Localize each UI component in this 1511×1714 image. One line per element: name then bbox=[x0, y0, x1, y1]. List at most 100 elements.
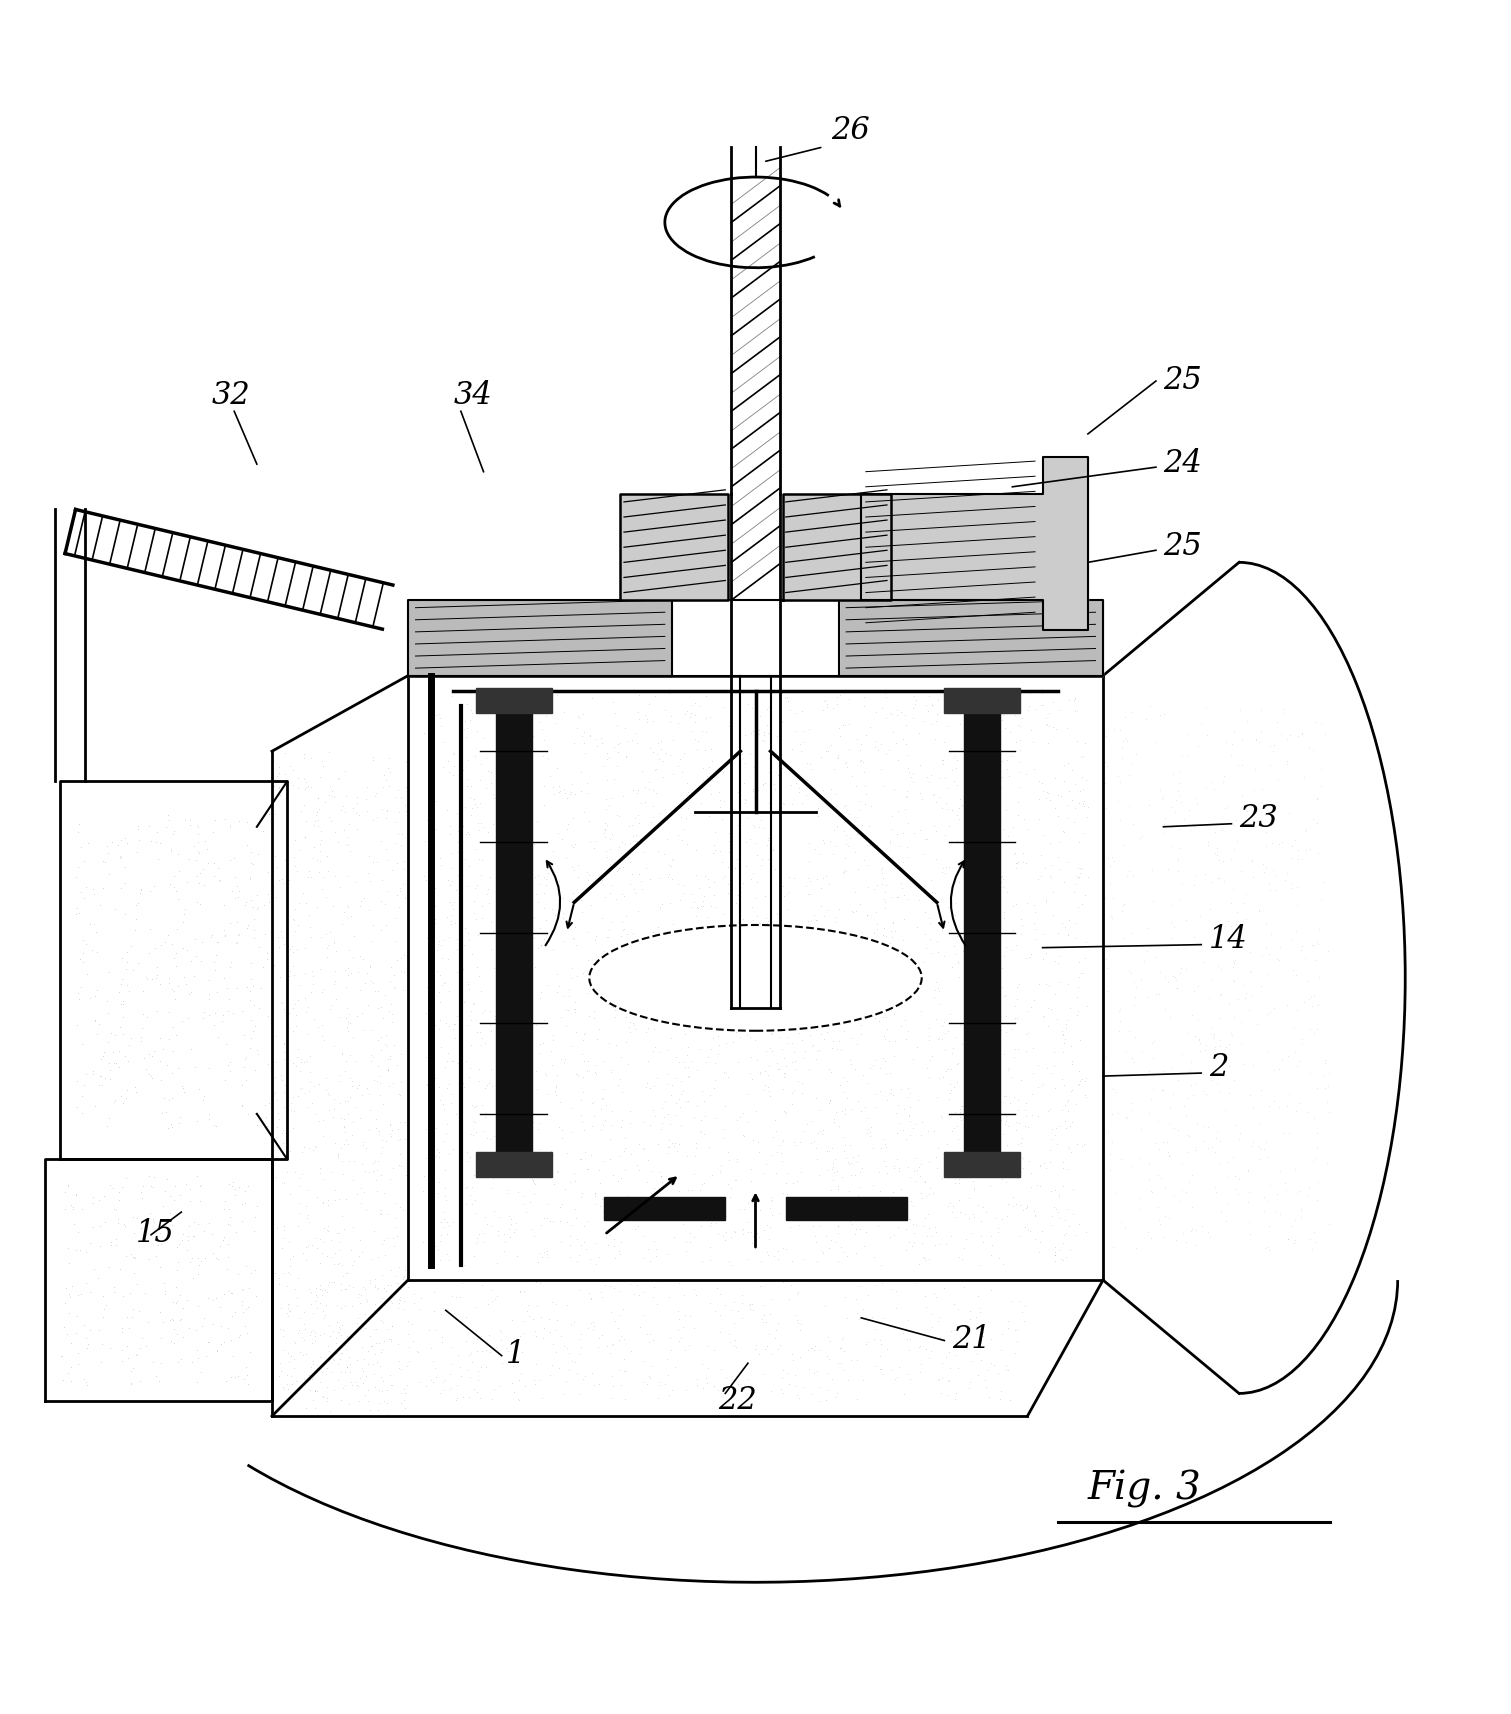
Point bbox=[601, 1330, 626, 1357]
Point bbox=[1005, 974, 1029, 1001]
Point bbox=[904, 691, 928, 718]
Point bbox=[879, 924, 904, 951]
Point bbox=[70, 1100, 94, 1128]
Point bbox=[1115, 727, 1139, 754]
Point bbox=[910, 1351, 934, 1378]
Point bbox=[184, 1162, 209, 1190]
Point bbox=[270, 1169, 295, 1196]
Point bbox=[672, 1337, 697, 1364]
Point bbox=[689, 972, 713, 999]
Point bbox=[784, 1381, 808, 1409]
Point bbox=[955, 852, 979, 879]
Point bbox=[316, 934, 340, 962]
Point bbox=[1236, 1188, 1260, 1215]
Point bbox=[1056, 1135, 1080, 1162]
Point bbox=[411, 1229, 435, 1256]
Point bbox=[242, 917, 266, 944]
Point bbox=[908, 1121, 932, 1148]
Point bbox=[932, 859, 956, 886]
Point bbox=[345, 869, 369, 896]
Point bbox=[437, 1070, 461, 1097]
Point bbox=[765, 679, 789, 706]
Point bbox=[275, 1369, 299, 1397]
Point bbox=[976, 1001, 1000, 1028]
Point bbox=[985, 1219, 1009, 1246]
Point bbox=[996, 1112, 1020, 1140]
Point bbox=[759, 1301, 783, 1328]
Point bbox=[601, 1232, 626, 1260]
Point bbox=[878, 699, 902, 727]
Point bbox=[476, 737, 500, 764]
Point bbox=[243, 1100, 267, 1128]
Point bbox=[904, 1212, 928, 1239]
Point bbox=[623, 828, 647, 855]
Point bbox=[151, 1035, 175, 1063]
Point bbox=[864, 698, 888, 725]
Point bbox=[490, 1349, 514, 1376]
Point bbox=[845, 771, 869, 799]
Point bbox=[722, 1219, 746, 1246]
Point bbox=[577, 1001, 601, 1028]
Point bbox=[763, 1325, 787, 1352]
Point bbox=[545, 1159, 570, 1186]
Point bbox=[177, 1174, 201, 1202]
Point bbox=[1027, 768, 1052, 795]
Point bbox=[400, 1311, 425, 1339]
Point bbox=[898, 1162, 922, 1190]
Point bbox=[771, 931, 795, 958]
Point bbox=[1043, 1193, 1067, 1220]
Point bbox=[659, 852, 683, 879]
Point bbox=[966, 1147, 990, 1174]
Point bbox=[1168, 884, 1192, 912]
Point bbox=[455, 723, 479, 751]
Point bbox=[471, 998, 496, 1025]
Point bbox=[317, 919, 341, 946]
Point bbox=[263, 1082, 287, 1109]
Point bbox=[754, 1332, 778, 1359]
Point bbox=[950, 792, 975, 819]
Point bbox=[1306, 991, 1330, 1018]
Point bbox=[130, 1184, 154, 1212]
Point bbox=[325, 1220, 349, 1248]
Point bbox=[1003, 1008, 1027, 1035]
Point bbox=[240, 850, 264, 878]
Point bbox=[228, 1321, 252, 1349]
Point bbox=[1206, 1070, 1230, 1097]
Point bbox=[499, 1330, 523, 1357]
Point bbox=[1268, 946, 1292, 974]
Point bbox=[446, 799, 470, 826]
Point bbox=[946, 1169, 970, 1196]
Point bbox=[725, 1047, 749, 1075]
Point bbox=[925, 1004, 949, 1032]
Point bbox=[996, 756, 1020, 783]
Point bbox=[97, 860, 121, 888]
Point bbox=[384, 1190, 408, 1217]
Point bbox=[258, 878, 283, 905]
Point bbox=[1003, 701, 1027, 728]
Point bbox=[202, 956, 227, 984]
Point bbox=[351, 1369, 375, 1397]
Point bbox=[757, 1078, 781, 1106]
Point bbox=[544, 1316, 568, 1344]
Point bbox=[138, 812, 162, 840]
Point bbox=[51, 1366, 76, 1393]
Point bbox=[1018, 680, 1043, 708]
Point bbox=[118, 1279, 142, 1306]
Point bbox=[600, 1385, 624, 1412]
Point bbox=[82, 1058, 106, 1085]
Point bbox=[674, 965, 698, 992]
Point bbox=[872, 920, 896, 948]
Point bbox=[1239, 958, 1263, 986]
Point bbox=[1309, 884, 1333, 912]
Point bbox=[473, 1203, 497, 1231]
Point bbox=[907, 1154, 931, 1181]
Point bbox=[1000, 917, 1024, 944]
Point bbox=[391, 871, 416, 898]
Point bbox=[567, 862, 591, 890]
Point bbox=[500, 840, 524, 867]
Point bbox=[666, 1178, 691, 1205]
Point bbox=[1046, 1131, 1070, 1159]
Point bbox=[538, 1318, 562, 1345]
Point bbox=[648, 1368, 672, 1395]
Point bbox=[564, 1167, 588, 1195]
